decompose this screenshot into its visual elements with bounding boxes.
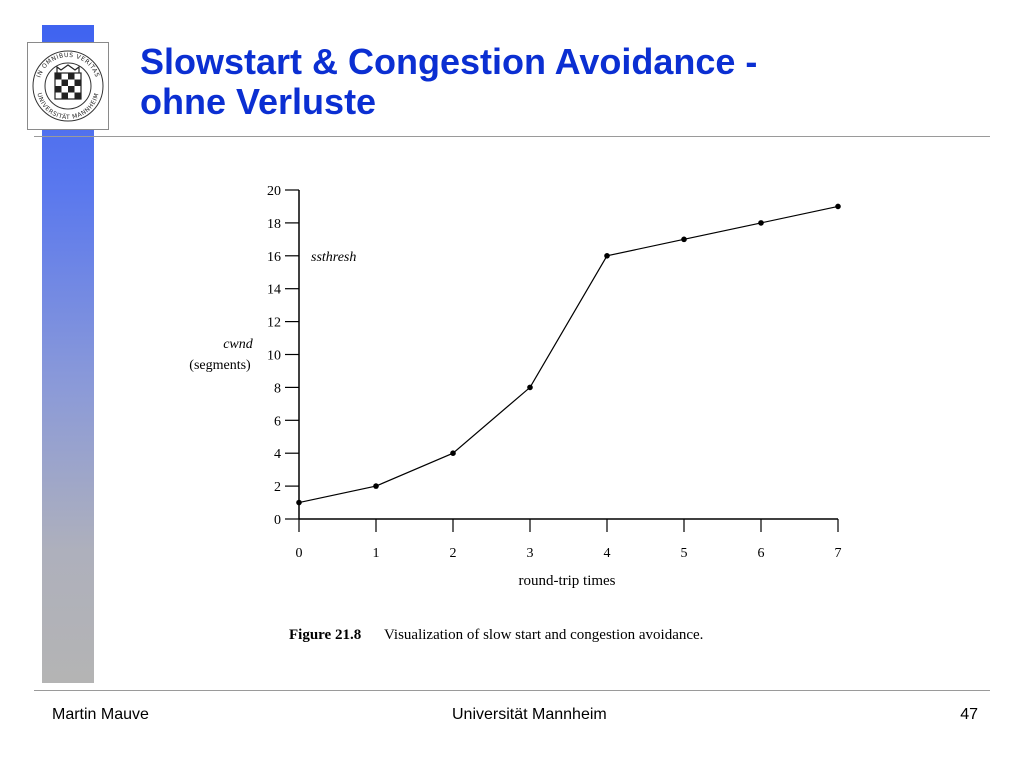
footer-author: Martin Mauve bbox=[52, 706, 149, 723]
y-axis-label-segments: (segments) bbox=[189, 358, 251, 373]
y-tick-label: 10 bbox=[267, 349, 281, 364]
footer-page-number: 47 bbox=[960, 706, 978, 723]
x-tick-label: 3 bbox=[527, 546, 534, 561]
data-point bbox=[681, 236, 687, 243]
data-point bbox=[296, 499, 302, 506]
y-tick-label: 0 bbox=[274, 513, 281, 528]
side-gradient-bar bbox=[42, 25, 94, 683]
data-point bbox=[835, 203, 841, 210]
x-axis-label: round-trip times bbox=[518, 573, 615, 589]
y-tick-label: 16 bbox=[267, 250, 281, 265]
title-divider bbox=[34, 136, 990, 137]
x-tick-label: 1 bbox=[373, 546, 380, 561]
x-tick-label: 4 bbox=[604, 546, 611, 561]
footer-divider bbox=[34, 690, 990, 691]
x-tick-label: 5 bbox=[681, 546, 688, 561]
data-point bbox=[604, 253, 610, 259]
y-tick-label: 18 bbox=[267, 217, 281, 232]
x-tick-label: 0 bbox=[296, 546, 303, 561]
data-point bbox=[527, 384, 533, 391]
x-tick-group: 0 1 2 3 4 5 6 7 bbox=[296, 519, 842, 561]
cwnd-series-line bbox=[298, 205, 839, 504]
slide-title: Slowstart & Congestion Avoidance - ohne … bbox=[140, 42, 900, 122]
data-point bbox=[373, 483, 379, 489]
y-tick-label: 2 bbox=[274, 480, 281, 495]
data-point bbox=[758, 220, 764, 226]
y-tick-label: 8 bbox=[274, 381, 281, 396]
data-point bbox=[450, 450, 456, 457]
x-tick-label: 7 bbox=[835, 546, 842, 561]
university-seal-icon: IN OMNIBUS VERITAS UNIVERSITÄT MANNHEIM bbox=[32, 50, 104, 122]
y-tick-label: 6 bbox=[274, 414, 281, 429]
figure-caption-text: Visualization of slow start and congesti… bbox=[384, 627, 703, 643]
figure-caption-label: Figure 21.8 bbox=[289, 627, 361, 643]
y-tick-group: 0 2 4 6 8 10 12 14 16 18 20 bbox=[267, 184, 299, 528]
y-tick-label: 20 bbox=[267, 184, 281, 199]
university-logo: IN OMNIBUS VERITAS UNIVERSITÄT MANNHEIM bbox=[27, 42, 109, 130]
data-point-group bbox=[296, 203, 841, 506]
x-tick-label: 2 bbox=[450, 546, 457, 561]
footer-institution: Universität Mannheim bbox=[452, 706, 607, 723]
slide-title-line-1: Slowstart & Congestion Avoidance - bbox=[140, 41, 758, 82]
y-tick-label: 14 bbox=[267, 283, 281, 298]
y-tick-label: 4 bbox=[274, 447, 281, 462]
y-axis-label-cwnd: cwnd bbox=[223, 337, 254, 352]
ssthresh-annotation: ssthresh bbox=[311, 250, 356, 265]
y-tick-label: 12 bbox=[267, 316, 281, 331]
slide-title-line-2: ohne Verluste bbox=[140, 81, 377, 122]
x-tick-label: 6 bbox=[758, 546, 765, 561]
